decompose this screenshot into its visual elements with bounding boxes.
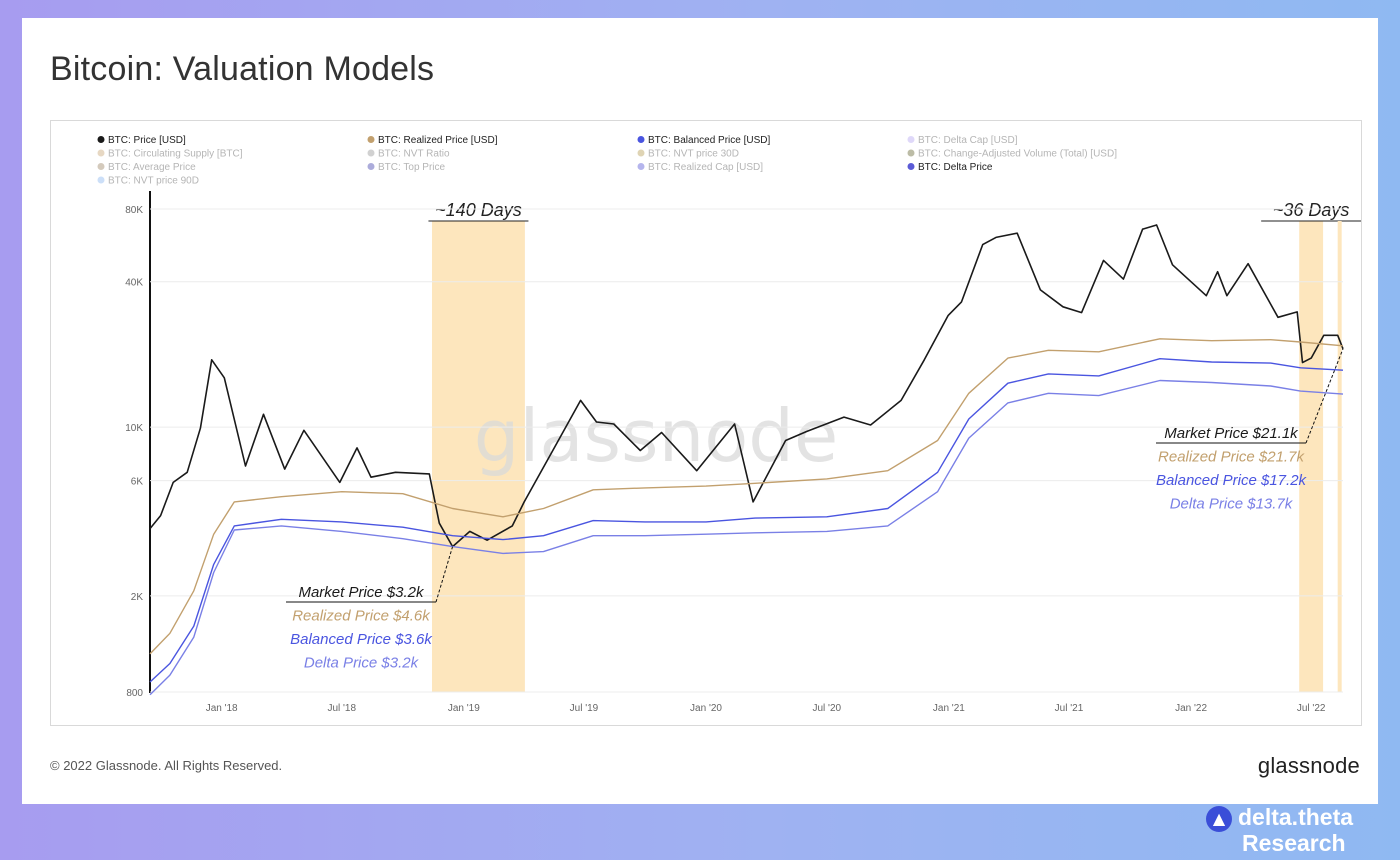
annotation-text-bear-2022: Delta Price $13.7k bbox=[1170, 496, 1294, 513]
legend-dot bbox=[637, 149, 645, 157]
annotation-leader bbox=[1305, 348, 1344, 444]
y-tick-label: 2K bbox=[131, 592, 144, 603]
legend-label: BTC: Top Price bbox=[378, 162, 445, 173]
annotation-text-bear-2018: Realized Price $4.6k bbox=[292, 608, 431, 625]
chart-card: Bitcoin: Valuation Models ~140 Days ~36 D… bbox=[22, 18, 1378, 804]
legend-dot bbox=[97, 136, 105, 143]
x-tick-label: Jan '19 bbox=[448, 703, 480, 714]
triangle-logo-icon: ▲ bbox=[1206, 806, 1232, 832]
legend-label: BTC: Balanced Price [USD] bbox=[648, 135, 770, 146]
series-line-btc-delta-price bbox=[149, 379, 1344, 696]
annotation-text-bear-2022: Balanced Price $17.2k bbox=[1156, 472, 1308, 489]
legend-dot bbox=[367, 163, 375, 170]
x-tick-label: Jul '19 bbox=[570, 703, 599, 714]
legend-dot bbox=[97, 163, 105, 170]
x-tick-label: Jan '22 bbox=[1175, 703, 1207, 714]
x-tick-label: Jul '21 bbox=[1055, 703, 1084, 714]
legend-label: BTC: Realized Cap [USD] bbox=[648, 162, 763, 173]
highlight-band-2 bbox=[1337, 221, 1342, 692]
legend-label: BTC: Average Price bbox=[108, 162, 196, 173]
legend-dot bbox=[97, 176, 105, 184]
x-tick-label: Jan '20 bbox=[690, 703, 722, 714]
legend-dot bbox=[367, 149, 375, 157]
brand-name: delta.theta bbox=[1238, 804, 1354, 830]
legend-label: BTC: NVT price 30D bbox=[648, 149, 739, 160]
legend-dot bbox=[907, 163, 915, 170]
y-tick-label: 40K bbox=[125, 278, 143, 289]
legend-label: BTC: NVT price 90D bbox=[108, 176, 199, 187]
copyright-text: © 2022 Glassnode. All Rights Reserved. bbox=[50, 758, 283, 773]
legend-label: BTC: Delta Cap [USD] bbox=[918, 135, 1018, 146]
x-tick-label: Jul '18 bbox=[327, 703, 356, 714]
x-tick-label: Jul '22 bbox=[1297, 703, 1326, 714]
watermark: glassnode bbox=[474, 394, 839, 478]
annotation-text-bear-2022: Realized Price $21.7k bbox=[1158, 449, 1305, 466]
legend-dot bbox=[637, 136, 645, 143]
legend-dot bbox=[97, 149, 105, 157]
legend-label: BTC: Price [USD] bbox=[108, 135, 186, 146]
legend-dot bbox=[637, 163, 645, 170]
delta-theta-brand: ▲ delta.theta Research bbox=[1206, 804, 1396, 858]
legend-label: BTC: NVT Ratio bbox=[378, 149, 450, 160]
glassnode-logo: glassnode bbox=[1257, 753, 1360, 778]
y-tick-label: 80K bbox=[125, 205, 143, 216]
legend-label: BTC: Change-Adjusted Volume (Total) [USD… bbox=[918, 149, 1117, 160]
annotation-text-bear-2018: Balanced Price $3.6k bbox=[290, 631, 433, 648]
series-line-btc-price-usd bbox=[149, 224, 1344, 548]
annotation-text-bear-2018: Market Price $3.2k bbox=[298, 584, 425, 601]
legend-label: BTC: Delta Price bbox=[918, 162, 993, 173]
highlight-band-0 bbox=[431, 221, 525, 692]
legend-dot bbox=[907, 136, 915, 143]
chart-frame: ~140 Days ~36 Days glassnode 80K 40K 10K 6K 2K 8… bbox=[50, 120, 1362, 726]
series-line-btc-balanced-price-usd bbox=[149, 358, 1344, 683]
legend-label: BTC: Circulating Supply [BTC] bbox=[108, 149, 243, 160]
highlight-label: ~140 Days bbox=[435, 200, 522, 220]
legend-label: BTC: Realized Price [USD] bbox=[378, 135, 498, 146]
y-tick-label: 800 bbox=[126, 688, 143, 699]
x-tick-label: Jan '21 bbox=[933, 703, 965, 714]
highlight-band-1 bbox=[1299, 221, 1324, 692]
y-tick-label: 6K bbox=[131, 477, 144, 488]
highlight-label: ~36 Days bbox=[1273, 200, 1350, 220]
annotation-text-bear-2022: Market Price $21.1k bbox=[1164, 425, 1299, 442]
annotation-text-bear-2018: Delta Price $3.2k bbox=[304, 655, 420, 672]
legend-dot bbox=[907, 149, 915, 157]
x-tick-label: Jul '20 bbox=[812, 703, 841, 714]
valuation-chart: ~140 Days ~36 Days glassnode 80K 40K 10K 6K 2K 8… bbox=[97, 135, 1361, 714]
legend-dot bbox=[367, 136, 375, 143]
page-title: Bitcoin: Valuation Models bbox=[50, 50, 435, 88]
y-tick-label: 10K bbox=[125, 423, 143, 434]
series-line-btc-realized-price-usd bbox=[149, 338, 1344, 655]
brand-subtitle: Research bbox=[1242, 830, 1346, 856]
x-tick-label: Jan '18 bbox=[206, 703, 238, 714]
